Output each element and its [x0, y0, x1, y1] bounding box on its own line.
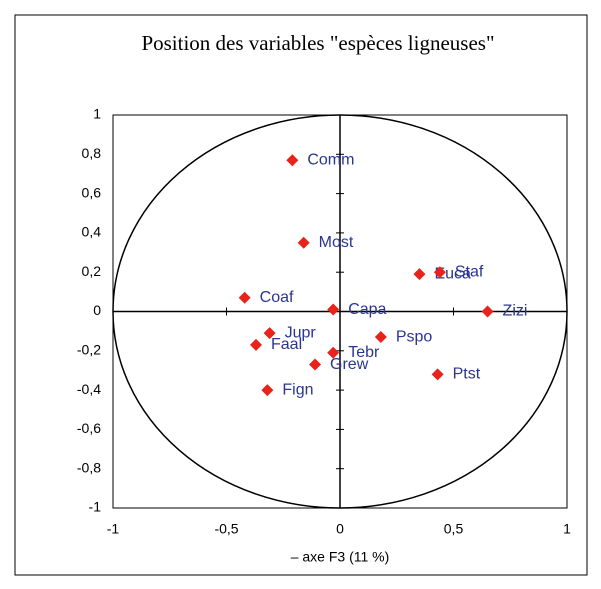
x-tick-label: 1 — [563, 521, 571, 537]
point — [250, 338, 263, 351]
point-label: Pspo — [396, 328, 433, 345]
point — [327, 303, 340, 316]
y-tick-label: -0,4 — [77, 381, 101, 397]
x-axis-label: – axe F3 (11 %) — [291, 549, 390, 565]
point-label: Zizi — [503, 303, 528, 320]
y-tick-label: 0,8 — [82, 145, 102, 161]
y-tick-label: -0,2 — [77, 342, 101, 358]
point — [263, 327, 276, 340]
point — [309, 358, 322, 371]
y-tick-label: 0,2 — [82, 263, 102, 279]
point — [413, 268, 426, 281]
point-label: Staf — [455, 263, 484, 280]
point-label: Ptst — [453, 366, 481, 383]
point — [431, 368, 444, 381]
point — [238, 291, 251, 304]
y-tick-label: -0,6 — [77, 420, 101, 436]
point-label: Jupr — [285, 324, 317, 341]
point — [297, 236, 310, 249]
point — [327, 346, 340, 359]
point-label: Most — [319, 234, 354, 251]
chart-frame — [14, 14, 588, 576]
x-tick-label: 0,5 — [444, 521, 464, 537]
point-label: Euca — [434, 265, 471, 282]
point-label: Grew — [330, 356, 369, 373]
x-tick-label: 0 — [336, 521, 344, 537]
y-tick-label: -0,8 — [77, 459, 101, 475]
point-label: Comm — [307, 151, 354, 168]
point — [433, 266, 446, 279]
x-tick-label: -0,5 — [214, 521, 238, 537]
y-tick-label: 0 — [93, 302, 101, 318]
point-label: Faal — [271, 336, 302, 353]
y-tick-label: 1 — [93, 106, 101, 122]
y-tick-label: 0,6 — [82, 184, 102, 200]
point-label: Tebr — [348, 344, 380, 361]
point — [286, 154, 299, 167]
point — [374, 331, 387, 344]
point-label: Coaf — [260, 289, 294, 306]
chart-title: Position des variables "espèces ligneuse… — [141, 31, 494, 55]
x-tick-label: -1 — [107, 521, 120, 537]
point-label: Fign — [282, 381, 313, 398]
point — [481, 305, 494, 318]
point-label: Capa — [348, 301, 386, 318]
point — [261, 384, 274, 397]
y-tick-label: -1 — [89, 499, 102, 515]
y-tick-label: 0,4 — [82, 224, 102, 240]
